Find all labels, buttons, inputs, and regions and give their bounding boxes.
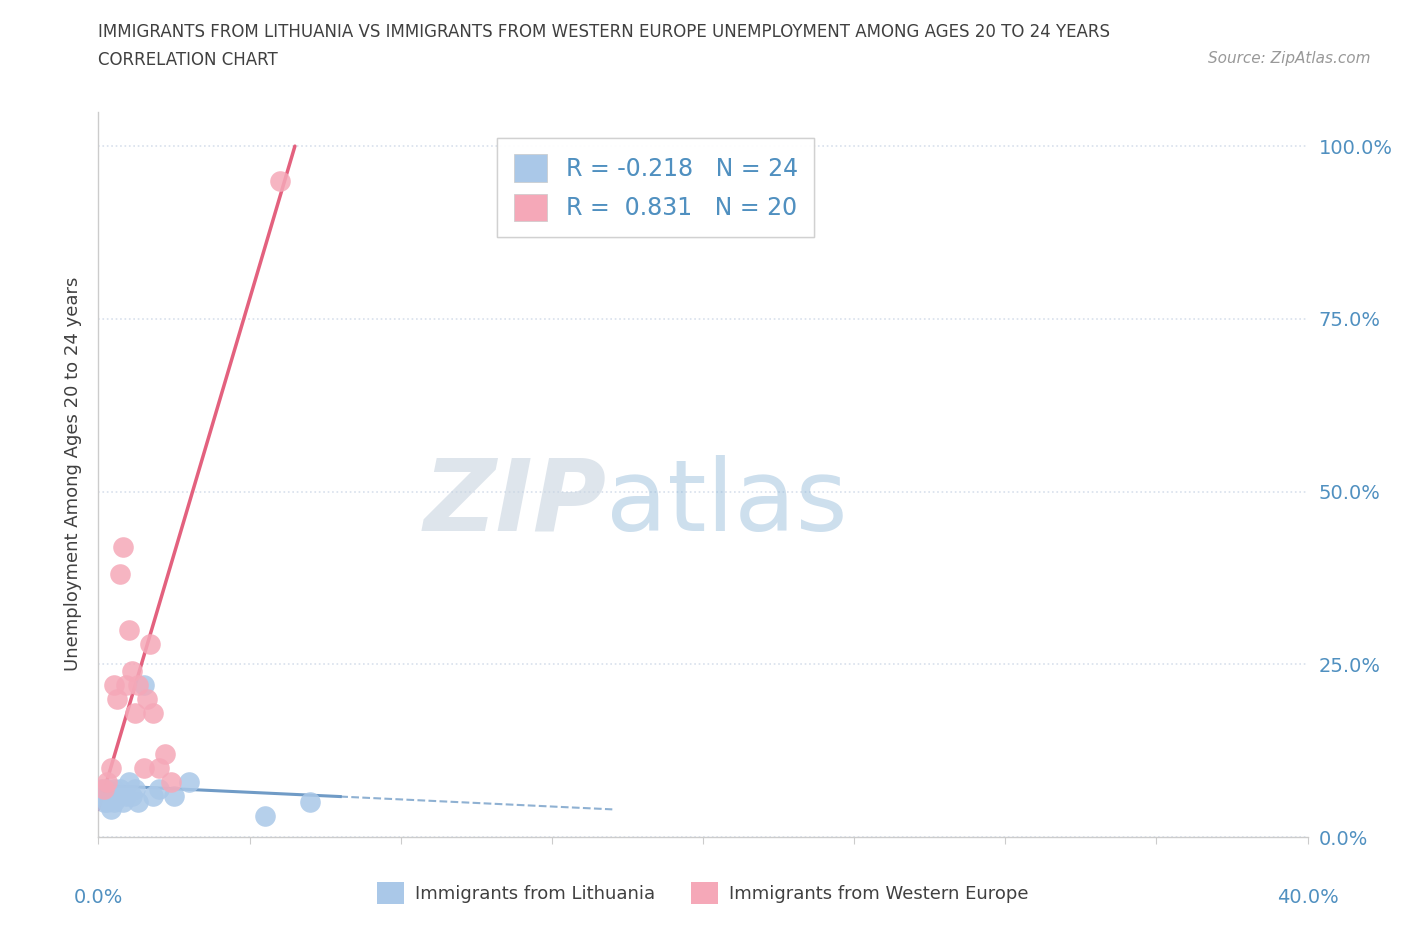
Point bbox=[100, 788, 122, 803]
Text: atlas: atlas bbox=[606, 455, 848, 551]
Point bbox=[100, 802, 122, 817]
Text: 40.0%: 40.0% bbox=[1277, 888, 1339, 907]
Text: IMMIGRANTS FROM LITHUANIA VS IMMIGRANTS FROM WESTERN EUROPE UNEMPLOYMENT AMONG A: IMMIGRANTS FROM LITHUANIA VS IMMIGRANTS … bbox=[98, 23, 1111, 41]
Point bbox=[100, 761, 122, 776]
Text: ZIP: ZIP bbox=[423, 455, 606, 551]
Point bbox=[142, 788, 165, 803]
Point bbox=[96, 781, 118, 796]
Point bbox=[153, 747, 176, 762]
Point bbox=[124, 705, 146, 720]
Point bbox=[121, 664, 143, 679]
Point bbox=[127, 795, 149, 810]
Point bbox=[127, 678, 149, 693]
Point bbox=[124, 781, 146, 796]
Point bbox=[177, 775, 201, 790]
Point bbox=[111, 539, 134, 554]
Point bbox=[160, 775, 183, 790]
Point bbox=[96, 775, 118, 790]
Point bbox=[299, 795, 322, 810]
Point bbox=[108, 781, 131, 796]
Point bbox=[90, 781, 112, 796]
Point bbox=[108, 567, 131, 582]
Text: CORRELATION CHART: CORRELATION CHART bbox=[98, 51, 278, 69]
Point bbox=[148, 761, 170, 776]
Point bbox=[163, 788, 186, 803]
Point bbox=[148, 781, 170, 796]
Point bbox=[139, 636, 162, 651]
Point bbox=[93, 795, 115, 810]
Point bbox=[93, 788, 115, 803]
Point bbox=[132, 678, 155, 693]
Point bbox=[118, 775, 141, 790]
Legend: R = -0.218   N = 24, R =  0.831   N = 20: R = -0.218 N = 24, R = 0.831 N = 20 bbox=[498, 138, 814, 237]
Point bbox=[135, 691, 157, 706]
Point bbox=[96, 795, 118, 810]
Point bbox=[121, 788, 143, 803]
Y-axis label: Unemployment Among Ages 20 to 24 years: Unemployment Among Ages 20 to 24 years bbox=[63, 277, 82, 671]
Legend: Immigrants from Lithuania, Immigrants from Western Europe: Immigrants from Lithuania, Immigrants fr… bbox=[370, 875, 1036, 911]
Point bbox=[93, 781, 115, 796]
Point bbox=[253, 809, 276, 824]
Text: 0.0%: 0.0% bbox=[73, 888, 124, 907]
Point bbox=[103, 678, 125, 693]
Point bbox=[114, 678, 136, 693]
Point bbox=[103, 781, 125, 796]
Point bbox=[132, 761, 155, 776]
Point bbox=[103, 795, 125, 810]
Point bbox=[118, 622, 141, 637]
Point bbox=[269, 173, 291, 188]
Text: Source: ZipAtlas.com: Source: ZipAtlas.com bbox=[1208, 51, 1371, 66]
Point bbox=[105, 788, 128, 803]
Point bbox=[142, 705, 165, 720]
Point bbox=[105, 691, 128, 706]
Point bbox=[111, 795, 134, 810]
Point bbox=[114, 788, 136, 803]
